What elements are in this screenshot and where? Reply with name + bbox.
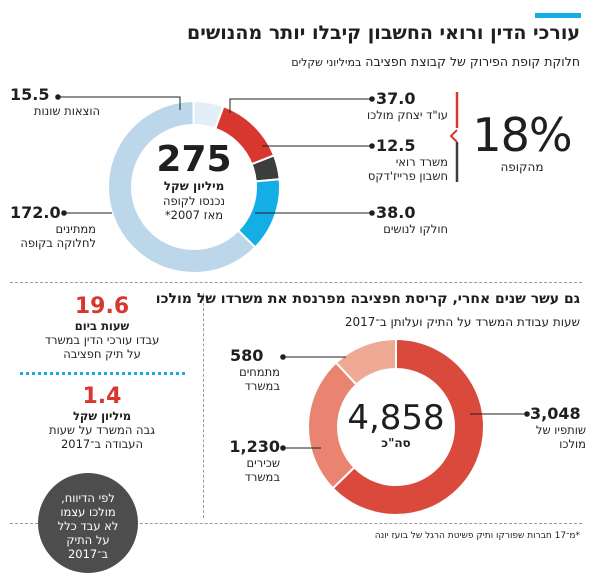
note-line2: מולכו עצמו: [60, 505, 116, 519]
bracket-tip: [449, 129, 458, 143]
label-partners-line1: שותפיו של: [535, 423, 586, 437]
label-cpa-line2: חשבון פרייז'דקס: [367, 169, 448, 183]
label-employees-line1: שכירים: [246, 456, 281, 470]
donut1-total: 275: [156, 139, 232, 180]
stat-cost-line2: העבודה ב־2017: [60, 437, 144, 451]
label-cpa-value: 12.5: [376, 136, 416, 155]
label-misc-value: 15.5: [10, 85, 50, 104]
section2-title: גם עשר שנים אחרי, קריסת חפציבה מפרנסת את…: [155, 291, 580, 307]
label-employees-line2: במשרד: [244, 470, 280, 484]
label-interns-line1: מתמחים: [239, 365, 280, 379]
dot-waiting: [61, 210, 67, 216]
leader-dots-1: [55, 94, 375, 216]
subtitle-main: חלוקת קופת הפירוק של קבוצת חפציבה: [365, 54, 580, 69]
donut-chart-hours: [307, 337, 485, 516]
donut1-line2: מאז 2007*: [164, 208, 224, 222]
stat-cost-unit: מיליון שקל: [72, 409, 132, 423]
stat-hours-line2: על תיק חפציבה: [63, 347, 141, 361]
divider-bottom: [10, 523, 582, 524]
stat-cost: 1.4 מיליון שקל גבה המשרד על שעות העבודה …: [14, 384, 190, 451]
slice-partners: [331, 337, 485, 516]
slice-misc: [192, 100, 225, 131]
slice-interns: [334, 337, 397, 386]
label-creditors-value: 38.0: [376, 203, 416, 222]
dot-misc: [55, 94, 61, 100]
leader-mulcho: [229, 98, 372, 113]
dot-interns: [280, 354, 286, 360]
dot-mulcho: [369, 96, 375, 102]
accent-bar: [535, 13, 581, 18]
stat-hours: 19.6 שעות ביום עבדו עורכי הדין במשרד על …: [14, 294, 190, 361]
leader-dots-2: [280, 354, 530, 451]
stat-hours-unit: שעות ביום: [74, 319, 130, 333]
label-waiting-line1: ממתינים: [55, 222, 96, 236]
dot-cpa: [369, 143, 375, 149]
divider-vertical: [203, 293, 204, 518]
big-percent: 18% מהקופה: [462, 110, 582, 174]
donut2-total: 4,858: [347, 398, 445, 438]
label-partners: 3,048 שותפיו של מולכו: [530, 404, 586, 451]
dot-partners: [524, 411, 530, 417]
label-partners-value: 3,048: [530, 404, 581, 423]
label-creditors: 38.0 חולקו לנושים: [376, 203, 448, 236]
note-line3: לא עבד כלל: [57, 519, 119, 533]
page-subtitle: חלוקת קופת הפירוק של קבוצת חפציבה במיליו…: [291, 54, 580, 69]
page-title: עורכי הדין ורואי החשבון קיבלו יותר מהנוש…: [187, 22, 580, 44]
dotted-divider: [20, 372, 185, 375]
leaders-1: [58, 96, 372, 214]
label-misc-text: הוצאות שונות: [33, 104, 100, 118]
slice-waiting: [107, 99, 257, 274]
dot-creditors: [369, 210, 375, 216]
note-line4: על התיק: [66, 533, 110, 547]
section2-subtitle: שעות עבודת המשרד על התיק ועלותן ב־2017: [344, 315, 580, 329]
label-mulcho-value: 37.0: [376, 89, 416, 108]
big-percent-label: מהקופה: [500, 160, 544, 174]
note-line5: ב־2017: [67, 547, 109, 561]
divider-top: [10, 282, 582, 283]
leader-misc: [58, 96, 181, 110]
label-partners-line2: מולכו: [559, 437, 586, 451]
label-interns: 580 מתמחים במשרד: [230, 346, 280, 393]
bracket: [449, 92, 459, 182]
big-percent-value: 18%: [472, 108, 572, 162]
label-mulcho: 37.0 עו"ד יצחק מולכו: [367, 89, 448, 122]
note-line1: לפי הדיווח,: [61, 491, 115, 505]
note-circle: לפי הדיווח, מולכו עצמו לא עבד כלל על התי…: [38, 473, 138, 573]
label-employees-value: 1,230: [229, 437, 280, 456]
donut1-unit: מיליון שקל: [163, 179, 225, 193]
donut1-center: 275 מיליון שקל נכנסו לקופה מאז 2007*: [144, 139, 244, 223]
subtitle-unit: במיליוני שקלים: [291, 56, 362, 69]
donut2-center: 4,858 סה"כ: [336, 400, 456, 451]
label-interns-value: 580: [230, 346, 264, 365]
label-cpa: 12.5 משרד רואי חשבון פרייז'דקס: [367, 136, 448, 183]
leaders-2: [283, 356, 527, 449]
label-waiting-value: 172.0: [10, 203, 61, 222]
donut2-unit: סה"כ: [381, 436, 411, 450]
label-creditors-text: חולקו לנושים: [383, 222, 448, 236]
donut1-line1: נכנסו לקופה: [162, 194, 226, 208]
label-waiting-line2: לחלוקה בקופה: [20, 236, 96, 250]
label-mulcho-text: עו"ד יצחק מולכו: [367, 108, 448, 122]
stat-cost-line1: גבה המשרד על שעות: [49, 423, 155, 437]
footnote: *מ־17 חברות שפורקו ותיק פשיטת הרגל של בו…: [374, 531, 580, 541]
label-misc: 15.5 הוצאות שונות: [10, 85, 100, 118]
dot-employees: [280, 445, 286, 451]
stat-cost-value: 1.4: [82, 384, 122, 409]
stat-hours-value: 19.6: [74, 294, 130, 319]
label-cpa-line1: משרד רואי: [395, 155, 448, 169]
label-interns-line2: במשרד: [244, 379, 280, 393]
label-employees: 1,230 שכירים במשרד: [229, 437, 281, 484]
stat-hours-line1: עבדו עורכי הדין במשרד: [44, 333, 160, 347]
label-waiting: 172.0 ממתינים לחלוקה בקופה: [10, 203, 96, 250]
